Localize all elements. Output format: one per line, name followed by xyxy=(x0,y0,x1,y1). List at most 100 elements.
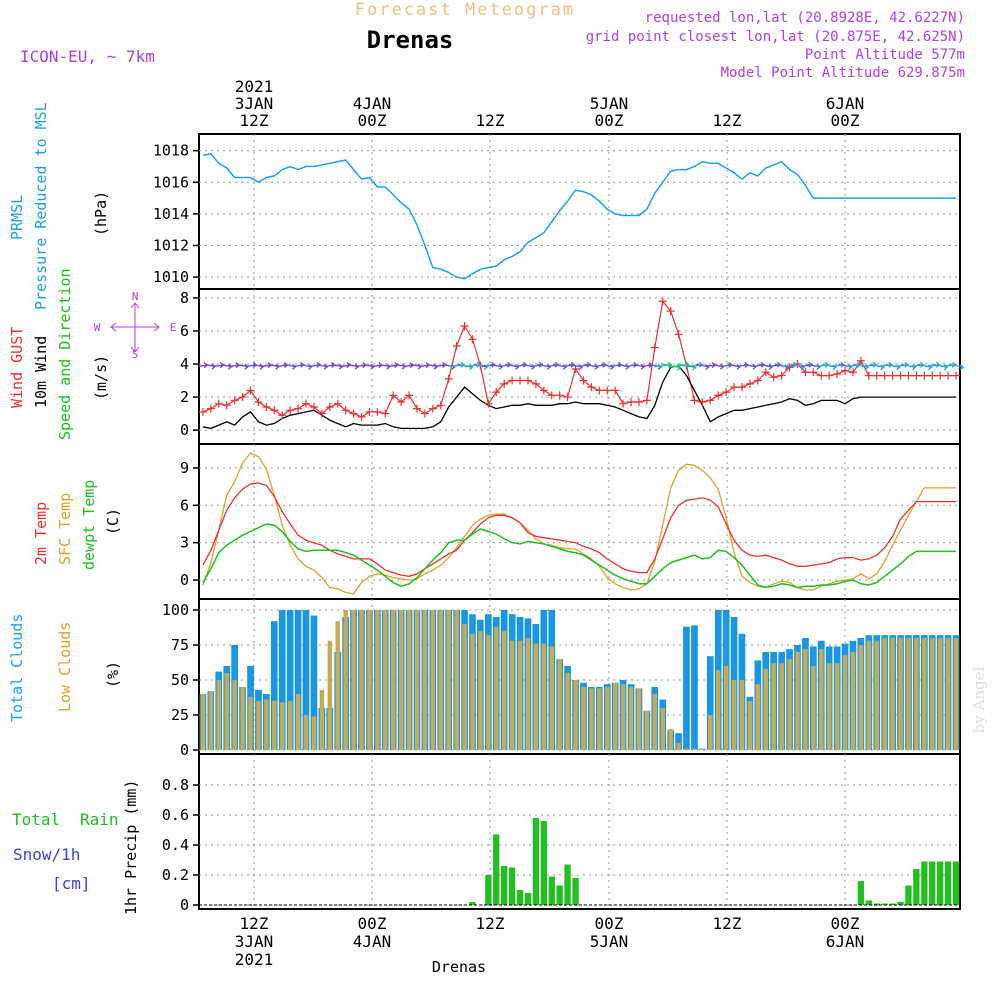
low-cloud-bar xyxy=(930,638,935,750)
rain-bar xyxy=(556,885,563,905)
wind-line xyxy=(202,364,956,430)
wind-direction-arrow xyxy=(869,363,885,371)
low-cloud-bar xyxy=(478,631,483,750)
gust-point xyxy=(872,371,881,380)
total-clouds-label: Total Clouds xyxy=(8,614,26,722)
low-cloud-bar xyxy=(589,688,594,750)
low-cloud-bar xyxy=(525,638,531,750)
ytick-label-g-p3-0: 0 xyxy=(180,571,189,589)
gust-point xyxy=(880,371,889,380)
gust-point xyxy=(611,386,620,395)
rain-bar xyxy=(889,903,896,905)
gust-point xyxy=(333,399,342,408)
low-cloud-bar xyxy=(922,638,927,750)
gust-point xyxy=(952,371,961,380)
prmsl-label: PRMSL xyxy=(8,195,26,240)
low-cloud-bar xyxy=(938,638,943,750)
panel-pressure-frame xyxy=(198,133,961,290)
top-axis-00z-2: 00Z xyxy=(595,111,624,130)
c-unit-label: (C) xyxy=(104,508,122,535)
gust-point xyxy=(508,376,517,385)
gust-line xyxy=(202,299,956,418)
wind-direction-arrow xyxy=(695,363,710,370)
gust-point xyxy=(412,404,421,413)
low-cloud-bar xyxy=(874,640,879,750)
rain-bar xyxy=(905,885,912,905)
low-cloud-bar xyxy=(335,621,340,750)
gust-point xyxy=(278,411,287,420)
ytick-label-g-p2-4: 8 xyxy=(180,289,189,307)
bottom-axis-12z-3: 12Z xyxy=(713,914,742,933)
hpa-unit-label: (hPa) xyxy=(92,191,110,236)
low-cloud-bar xyxy=(502,631,507,750)
rain-label: Rain xyxy=(80,810,119,829)
sfc-temp-line xyxy=(202,452,956,595)
low-cloud-bar xyxy=(462,624,467,750)
top-axis-00z-3: 00Z xyxy=(831,111,860,130)
rain-bar xyxy=(913,869,920,905)
gust-point xyxy=(349,409,358,418)
low-cloud-bar xyxy=(486,635,491,750)
low-cloud-bar xyxy=(890,638,895,750)
rain-bar xyxy=(516,890,524,905)
gust-point xyxy=(254,398,263,407)
rain-bar xyxy=(508,867,516,905)
gust-point xyxy=(753,376,762,385)
rain-bar xyxy=(881,903,888,905)
rain-bar xyxy=(929,861,936,905)
gust-point xyxy=(595,386,604,395)
low-cloud-bar xyxy=(248,696,253,750)
wind-direction-arrow xyxy=(333,363,344,370)
gust-point xyxy=(579,376,588,385)
low-cloud-bar xyxy=(803,649,808,750)
gust-point xyxy=(452,341,461,350)
gust-point xyxy=(444,374,453,383)
requested-coords: requested lon,lat (20.8928E, 42.6227N) xyxy=(645,10,965,26)
low-cloud-bar xyxy=(858,645,864,750)
total-cloud-bar xyxy=(302,610,310,750)
gust-point xyxy=(516,376,525,385)
bottom-axis-year: 2021 xyxy=(235,950,274,969)
bottom-time-axis: 12Z 3JAN 2021 00Z 4JAN 12Z 00Z 5JAN 12Z … xyxy=(235,914,865,969)
low-cloud-bar xyxy=(280,702,285,750)
gust-point xyxy=(666,307,675,316)
low-cloud-bar xyxy=(399,610,404,750)
total-cloud-bar xyxy=(691,625,698,750)
gust-point xyxy=(706,396,715,405)
bottom-axis-12z-2: 12Z xyxy=(476,914,505,933)
low-cloud-bar xyxy=(605,687,610,750)
top-axis-00z-1: 00Z xyxy=(358,111,387,130)
bottom-axis-5jan: 5JAN xyxy=(590,932,629,951)
low-cloud-bar xyxy=(343,610,348,750)
low-cloud-bar xyxy=(644,710,650,750)
rain-bar xyxy=(944,861,952,905)
low-cloud-bar xyxy=(375,610,380,750)
gust-point xyxy=(246,386,255,395)
ytick-label-g-p1-1: 1012 xyxy=(153,236,189,254)
gust-point xyxy=(769,373,778,382)
low-cloud-bar xyxy=(597,688,602,750)
low-cloud-bar xyxy=(866,640,872,750)
low-cloud-bar xyxy=(224,673,229,750)
grid-lines xyxy=(253,134,846,909)
gust-point xyxy=(777,371,786,380)
low-cloud-bar xyxy=(272,701,277,750)
top-axis-5jan: 5JAN xyxy=(590,94,629,113)
compass-west: W xyxy=(94,321,101,334)
wind-plot: 0 2 4 6 8 xyxy=(180,289,965,439)
gust-point xyxy=(381,409,390,418)
low-cloud-bar xyxy=(739,680,745,750)
low-cloud-bar xyxy=(700,748,705,750)
gust-point xyxy=(555,391,564,400)
wind-direction-arrow xyxy=(885,363,901,371)
gust-point xyxy=(286,406,295,415)
low-cloud-bar xyxy=(581,687,586,750)
total-label: Total xyxy=(12,810,60,829)
bottom-axis-00z-1: 00Z xyxy=(358,914,387,933)
rain-bar xyxy=(865,900,872,905)
low-cloud-bar xyxy=(914,638,919,750)
panel-temp-frame xyxy=(198,443,961,600)
compass-south: S xyxy=(132,348,139,361)
low-cloud-bar xyxy=(327,640,332,750)
